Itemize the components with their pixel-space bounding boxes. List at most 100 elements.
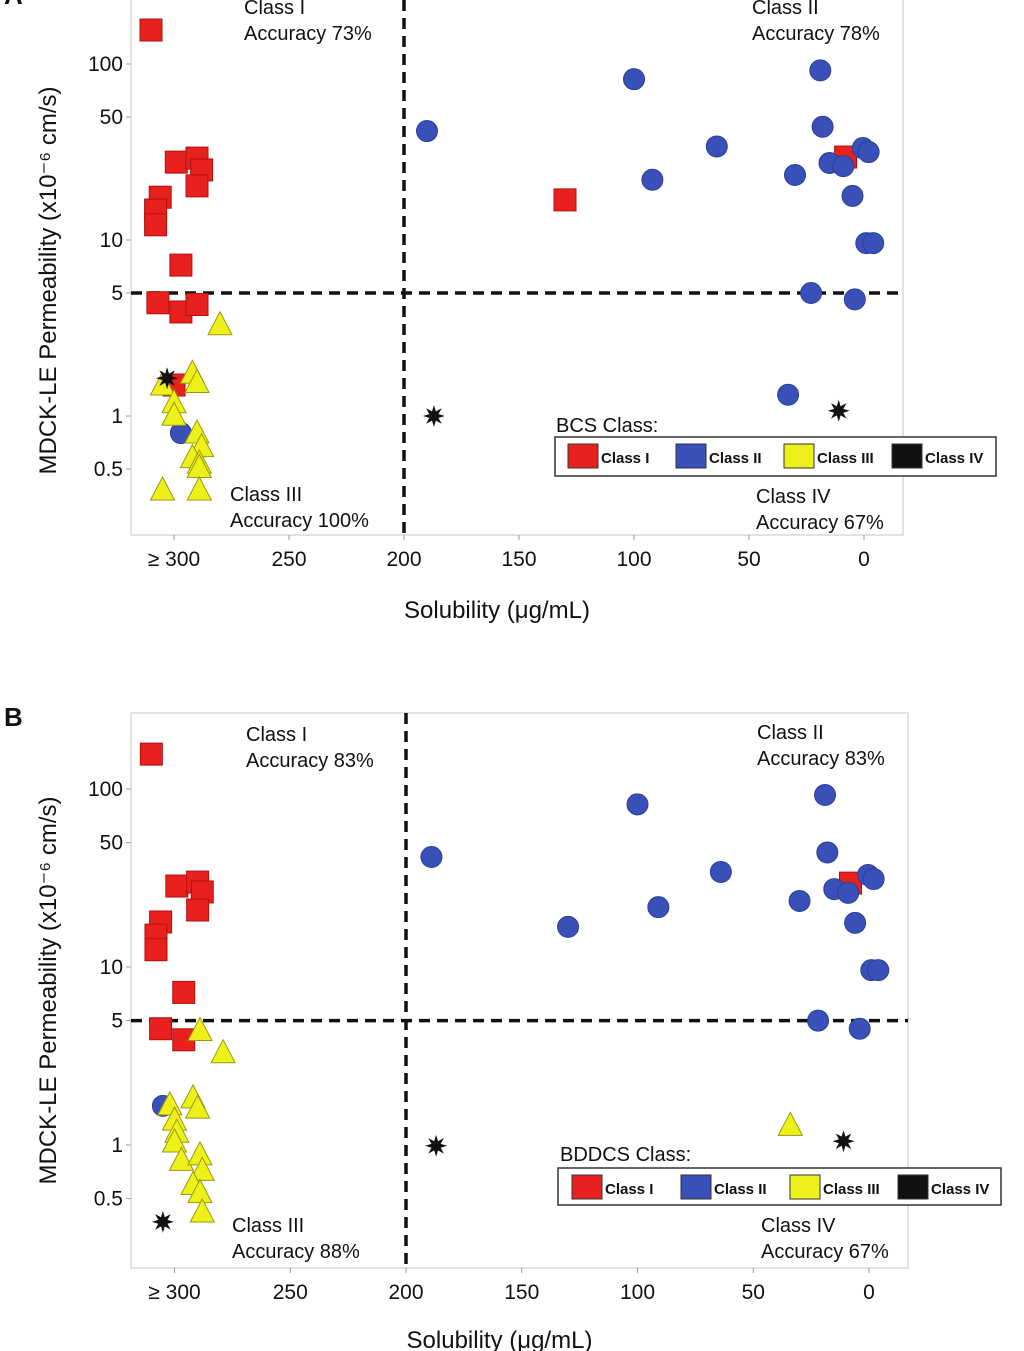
data-point-triangle [189,1197,216,1223]
data-point-circle [709,860,732,883]
data-point-circle [800,281,823,304]
plot-frame [130,0,904,536]
y-tick-label: 50 [100,832,123,855]
legend-swatch [891,443,923,469]
panel-label: A [4,0,23,10]
data-point-circle [862,232,885,255]
data-point-square [169,253,193,277]
data-point-triangle [184,1094,211,1119]
x-tick-label: 250 [273,1281,308,1304]
quadrant-annotation: Class I [246,724,307,746]
series-class-i [139,18,858,397]
data-point-triangle [189,1156,216,1181]
data-point-circle [784,164,806,187]
plot-frame [130,712,909,1269]
data-point-circle [848,1017,871,1040]
data-point-circle [647,896,670,919]
quadrant-annotation: Class II [752,0,819,19]
quadrant-annotation: Class I [244,0,305,19]
data-point-circle [557,915,580,938]
data-point-square [186,898,210,922]
series-class-iii [149,310,233,501]
quadrant-annotation: Accuracy 78% [752,23,880,45]
quadrant-annotation: Accuracy 88% [232,1241,360,1263]
legend-entry: Class II [714,1181,767,1198]
legend-swatch [897,1174,929,1200]
data-point-circle [832,155,855,178]
y-tick-label: 1 [111,1134,123,1157]
data-point-circle [841,184,864,207]
panel-label: B [4,702,23,732]
data-point-square [149,1017,173,1041]
legend: BCS Class: Class I Class II Class III Class … [554,415,997,477]
data-point-square [144,938,168,962]
data-point-square [172,980,196,1004]
y-tick-label: 1 [111,405,123,428]
data-point-square [144,213,168,237]
series-class-ii [151,784,890,1117]
data-point-square [164,150,188,174]
quadrant-annotation: Accuracy 83% [757,748,885,770]
quadrant-annotation: Accuracy 100% [230,510,369,532]
data-point-circle [816,841,839,864]
quadrant-annotation: Class IV [761,1215,836,1237]
legend-title: BCS Class: [556,415,658,437]
legend-title: BDDCS Class: [560,1144,691,1166]
data-point-circle [626,793,649,816]
legend-entry: Class II [709,450,762,467]
x-axis-label: Solubility (μg/mL) [404,597,590,624]
y-tick-label: 10 [100,229,123,252]
y-axis-label: MDCK-LE Permeability (x10⁻⁶ cm/s) [35,797,62,1185]
data-point-circle [837,881,860,904]
y-tick-label: 100 [88,53,123,76]
data-point-square [185,293,209,317]
y-tick-label: 0.5 [94,1188,123,1211]
x-tick-label: 0 [863,1281,875,1304]
data-point-circle [809,59,832,82]
data-point-star [827,399,850,422]
data-point-circle [843,288,866,311]
legend-swatch [783,443,815,469]
series-class-i [139,742,862,1052]
x-tick-label: ≥ 300 [148,1281,200,1304]
data-point-triangle [210,1038,236,1064]
x-tick-label: ≥ 300 [148,548,200,571]
quadrant-annotation: Accuracy 67% [761,1241,889,1263]
legend-entry: Class III [817,450,874,467]
data-point-star [151,1210,174,1233]
x-tick-label: 50 [737,548,760,571]
legend-entry: Class III [823,1181,880,1198]
data-point-triangle [168,1146,195,1171]
quadrant-annotation: Class IV [756,486,831,508]
quadrant-annotation: Accuracy 67% [756,512,884,534]
y-tick-label: 100 [88,778,123,801]
y-tick-label: 0.5 [94,458,123,481]
y-axis-label: MDCK-LE Permeability (x10⁻⁶ cm/s) [35,87,62,475]
data-point-circle [844,911,867,934]
x-tick-label: 200 [386,548,421,571]
data-point-circle [814,784,837,807]
data-point-circle [857,141,880,164]
series-class-ii [169,59,885,445]
x-axis-label: Solubility (μg/mL) [407,1327,593,1351]
y-tick-label: 5 [111,1010,123,1033]
data-point-triangle [184,368,210,394]
data-point-circle [807,1009,830,1032]
data-point-circle [862,868,885,891]
data-point-triangle [161,1127,188,1153]
series-class-iii [157,1016,804,1223]
data-point-square [139,742,163,766]
data-point-square [185,174,209,198]
legend: BDDCS Class: Class I Class II Class III Clas… [557,1144,1002,1206]
series-class-iv [151,1130,855,1233]
data-point-circle [811,115,834,138]
data-point-circle [420,845,443,868]
series-class-iv [156,367,850,427]
quadrant-annotation: Accuracy 83% [246,750,374,772]
quadrant-annotation: Class III [232,1215,304,1237]
x-tick-label: 0 [858,548,870,571]
data-point-circle [416,120,438,143]
y-tick-label: 50 [100,106,123,129]
legend-swatch [571,1174,603,1200]
